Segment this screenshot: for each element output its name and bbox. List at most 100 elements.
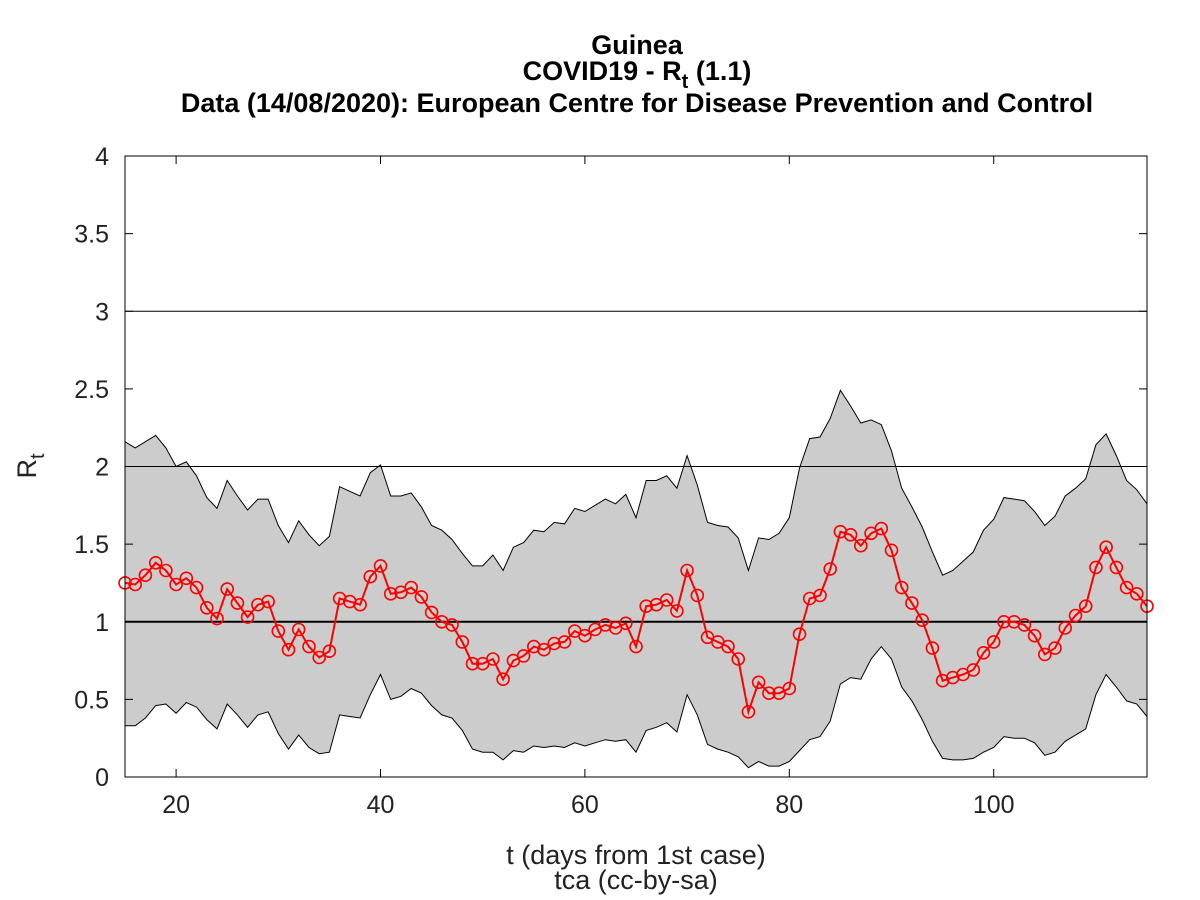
data-point (547, 636, 562, 651)
data-point (537, 642, 551, 657)
credit-label: tca (cc-by-sa) (554, 865, 718, 895)
data-point (496, 672, 510, 687)
data-point (363, 569, 378, 584)
data-point (905, 596, 919, 610)
data-point (271, 624, 286, 638)
data-point (659, 593, 674, 607)
data-point (189, 580, 204, 595)
data-point (1058, 621, 1072, 635)
y-tick-label: 2.5 (74, 376, 109, 404)
data-point (1078, 599, 1093, 614)
chart-subtitle-main: COVID19 - R (523, 56, 682, 86)
data-point (731, 652, 746, 666)
data-point (281, 642, 296, 657)
x-ticks: 20 40 60 80 100 (162, 156, 1015, 819)
data-point (1099, 540, 1113, 555)
data-point (424, 605, 439, 620)
data-point (1068, 608, 1083, 623)
data-point (578, 628, 592, 643)
data-point (813, 588, 827, 603)
data-point (455, 635, 470, 649)
data-point (986, 635, 1001, 649)
data-point (465, 656, 480, 671)
chart-subtitle-sub: t (682, 71, 689, 93)
y-tick-label: 1.5 (74, 531, 109, 559)
data-point (874, 521, 889, 536)
y-tick-label: 4 (95, 143, 109, 171)
chart-subtitle-suffix: (1.1) (688, 56, 751, 86)
y-axis-label-main: R (12, 459, 42, 479)
x-tick-label: 40 (367, 791, 395, 819)
data-point (1130, 586, 1144, 601)
chart-subtitle: COVID19 - Rt (1.1) (523, 56, 752, 93)
data-point (302, 639, 316, 654)
data-point (138, 568, 153, 583)
data-point (721, 639, 735, 654)
series-layer (118, 521, 1154, 719)
y-tick-label: 0 (95, 764, 109, 792)
chart-title: Guinea (591, 30, 684, 60)
data-point (240, 610, 255, 624)
data-point (445, 618, 459, 632)
band-lower-edge (125, 645, 1148, 769)
y-tick-label: 1 (95, 609, 109, 637)
data-point (200, 600, 214, 615)
x-axis-label: t (days from 1st case) (506, 840, 766, 870)
data-point (516, 649, 531, 663)
x-tick-label: 60 (571, 791, 599, 819)
data-point (853, 538, 868, 553)
confidence-band (125, 390, 1147, 768)
data-point (782, 681, 797, 696)
data-point (383, 586, 398, 601)
data-point (1017, 618, 1032, 632)
data-point (1048, 641, 1062, 655)
x-tick-label: 100 (973, 791, 1015, 819)
data-point (230, 596, 245, 610)
data-point (179, 571, 194, 586)
data-point (884, 543, 899, 558)
data-point (925, 641, 940, 655)
reference-lines (125, 310, 1147, 623)
data-point (741, 704, 756, 719)
data-point (557, 635, 572, 649)
data-point (1027, 628, 1042, 643)
data-point (976, 645, 991, 660)
data-point (169, 577, 183, 592)
data-point (210, 611, 224, 626)
data-point (159, 563, 173, 578)
data-point (680, 563, 694, 578)
y-tick-label: 3.5 (74, 221, 109, 249)
y-axis-label: Rt (12, 453, 49, 479)
data-point (843, 527, 858, 542)
data-point (823, 562, 838, 576)
data-point (1119, 580, 1134, 595)
y-ticks: 0 0.5 1 1.5 2 2.5 3 3.5 4 (74, 143, 1147, 792)
data-point (261, 594, 275, 609)
data-point (751, 675, 766, 690)
data-point (404, 580, 419, 595)
data-point (220, 582, 234, 596)
data-point (291, 622, 306, 637)
y-tick-label: 0.5 (74, 686, 109, 714)
data-point (373, 559, 388, 573)
data-point (1038, 647, 1052, 662)
data-point (690, 588, 705, 603)
data-point (629, 639, 643, 654)
chart-subtitle-source: Data (14/08/2020): European Centre for D… (181, 88, 1093, 118)
y-axis-label-sub: t (27, 453, 49, 459)
x-tick-label: 80 (775, 791, 803, 819)
data-point (414, 590, 429, 604)
confidence-band-layer (124, 389, 1148, 769)
data-point (966, 663, 981, 677)
data-point (128, 577, 142, 592)
data-point (1109, 560, 1124, 575)
band-upper-edge (124, 389, 1148, 576)
data-point (353, 597, 367, 612)
data-point (639, 599, 654, 614)
data-point (997, 614, 1011, 629)
data-point (486, 652, 500, 666)
data-point (1089, 560, 1103, 575)
data-point (762, 686, 776, 701)
data-point (894, 580, 909, 595)
